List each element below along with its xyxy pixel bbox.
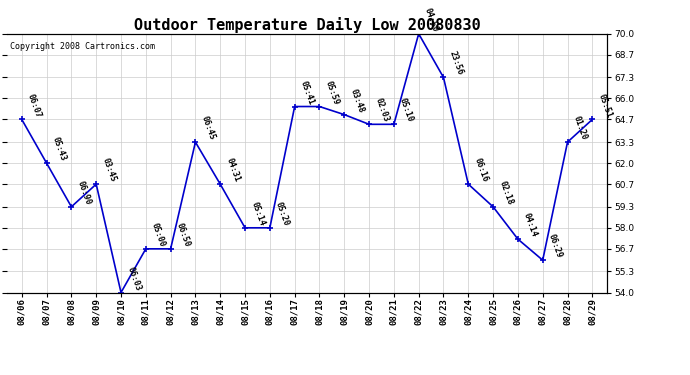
Text: 06:03: 06:03 xyxy=(125,265,142,292)
Text: 05:00: 05:00 xyxy=(150,222,167,248)
Text: 04:50: 04:50 xyxy=(423,6,440,33)
Text: 05:20: 05:20 xyxy=(274,201,291,227)
Text: 23:56: 23:56 xyxy=(448,50,464,76)
Text: 05:10: 05:10 xyxy=(398,97,415,123)
Text: 05:14: 05:14 xyxy=(249,201,266,227)
Text: 05:51: 05:51 xyxy=(596,92,613,118)
Text: 05:41: 05:41 xyxy=(299,79,316,106)
Text: 05:59: 05:59 xyxy=(324,79,341,106)
Text: 06:50: 06:50 xyxy=(175,222,192,248)
Text: 06:45: 06:45 xyxy=(199,115,217,141)
Text: 06:90: 06:90 xyxy=(76,180,92,206)
Text: 04:31: 04:31 xyxy=(224,157,241,183)
Text: 03:48: 03:48 xyxy=(348,87,366,114)
Text: 05:43: 05:43 xyxy=(51,136,68,162)
Text: 02:03: 02:03 xyxy=(373,97,391,123)
Title: Outdoor Temperature Daily Low 20080830: Outdoor Temperature Daily Low 20080830 xyxy=(134,16,480,33)
Text: Copyright 2008 Cartronics.com: Copyright 2008 Cartronics.com xyxy=(10,42,155,51)
Text: 03:45: 03:45 xyxy=(100,157,117,183)
Text: 02:18: 02:18 xyxy=(497,180,514,206)
Text: 06:29: 06:29 xyxy=(547,233,564,260)
Text: 04:14: 04:14 xyxy=(522,212,539,238)
Text: 06:16: 06:16 xyxy=(473,157,489,183)
Text: 01:20: 01:20 xyxy=(572,115,589,141)
Text: 06:07: 06:07 xyxy=(26,92,43,118)
